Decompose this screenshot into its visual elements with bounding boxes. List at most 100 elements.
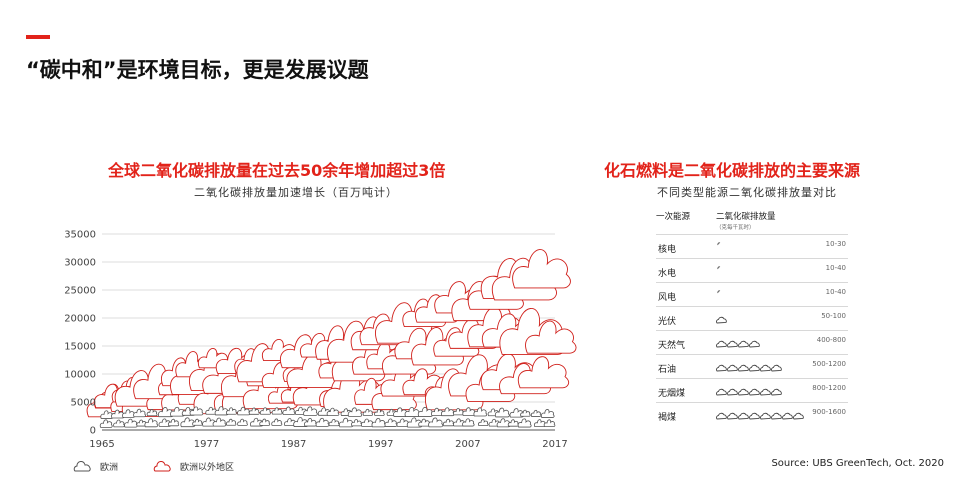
row-range: 10-30 (825, 240, 846, 248)
x-tick-label: 1987 (281, 439, 306, 450)
row-range: 800-1200 (812, 384, 846, 392)
table-row: 核电 10-30 (656, 234, 848, 258)
cloud-europe (338, 417, 354, 428)
cloud-icon (793, 412, 804, 420)
row-range: 900-1600 (812, 408, 846, 416)
cloud-rest (517, 356, 570, 389)
cloud-europe (146, 409, 158, 417)
cloud-icons (716, 412, 804, 420)
cloud-europe (540, 409, 555, 418)
cloud-europe (428, 417, 444, 428)
cloud-icon (760, 364, 771, 372)
cloud-europe (225, 418, 237, 426)
cloud-icon (749, 340, 760, 348)
x-tick-label: 2007 (455, 439, 480, 450)
cloud-icons (716, 340, 760, 348)
row-energy-label: 风电 (658, 293, 677, 303)
row-range: 50-100 (821, 312, 846, 320)
table-row: 天然气 400-800 (656, 330, 848, 354)
cloud-europe (212, 417, 227, 427)
cloud-icons (717, 242, 721, 246)
cloud-europe (520, 409, 531, 417)
table-header: 一次能源 二氧化碳排放量 （克每千瓦时） (656, 210, 848, 234)
legend-europe: 欧洲 (72, 460, 118, 473)
cloud-europe (315, 417, 330, 427)
cloud-europe (530, 409, 542, 417)
col-emission: 二氧化碳排放量 (716, 212, 776, 222)
energy-table: 一次能源 二氧化碳排放量 （克每千瓦时） 核电 10-30 水电 10-40 风电 10-… (656, 210, 848, 426)
cloud-icon (716, 316, 727, 324)
cloud-europe (113, 419, 125, 428)
cloud-icon (727, 340, 738, 348)
y-tick-label: 25000 (64, 286, 96, 297)
accent-bar (26, 35, 50, 39)
x-tick-label: 1965 (89, 439, 114, 450)
row-energy-label: 光伏 (658, 317, 677, 327)
cloud-icon (738, 412, 749, 420)
chart-clouds (86, 249, 577, 428)
cloud-europe (133, 408, 146, 418)
cloud-europe (442, 418, 455, 427)
cloud-icons (717, 290, 721, 294)
cloud-europe (304, 418, 317, 427)
x-tick-label: 2017 (542, 439, 567, 450)
cloud-europe (517, 418, 532, 428)
cloud-icons (716, 316, 727, 324)
cloud-europe (259, 418, 271, 426)
table-row: 石油 500-1200 (656, 354, 848, 378)
y-tick-label: 15000 (64, 342, 96, 353)
cloud-icon (717, 266, 721, 270)
x-tick-label: 1977 (194, 439, 219, 450)
cloud-rest (512, 249, 571, 289)
cloud-europe (494, 407, 510, 418)
table-subheading: 不同类型能源二氧化碳排放量对比 (657, 186, 837, 199)
row-range: 10-40 (825, 264, 846, 272)
cloud-europe (362, 408, 374, 416)
cloud-europe (347, 407, 363, 417)
cloud-icon (749, 412, 760, 420)
cloud-europe (124, 418, 138, 428)
cloud-europe (225, 407, 237, 415)
cloud-europe (473, 407, 488, 417)
table-row: 褐煤 900-1600 (656, 402, 848, 426)
cloud-europe (462, 418, 475, 427)
cloud-icons (716, 388, 782, 396)
cloud-icon (717, 242, 721, 246)
cloud-icon (716, 340, 727, 348)
cloud-europe (303, 406, 318, 416)
cloud-rest (525, 320, 577, 354)
cloud-europe (326, 407, 340, 417)
cloud-europe (167, 418, 180, 427)
source-note: Source: UBS GreenTech, Oct. 2020 (771, 458, 944, 469)
col-emission-note: （克每千瓦时） (716, 225, 755, 231)
cloud-europe (144, 418, 159, 428)
table-row: 无烟煤 800-1200 (656, 378, 848, 402)
y-tick-label: 35000 (64, 230, 96, 241)
cloud-icon (717, 290, 721, 294)
row-range: 400-800 (816, 336, 846, 344)
cloud-icon (760, 388, 771, 396)
row-energy-label: 天然气 (658, 341, 686, 351)
cloud-icons (717, 266, 721, 270)
y-tick-label: 0 (90, 426, 96, 437)
row-energy-label: 水电 (658, 269, 677, 279)
row-energy-label: 褐煤 (658, 413, 677, 423)
table-row: 光伏 50-100 (656, 306, 848, 330)
cloud-icon (727, 388, 738, 396)
cloud-gray-icon (73, 460, 91, 471)
cloud-icon (771, 364, 782, 372)
cloud-europe (282, 406, 296, 415)
y-tick-label: 5000 (71, 398, 96, 409)
legend-rest-label: 欧洲以外地区 (180, 463, 235, 473)
cloud-icon (727, 412, 738, 420)
row-range: 500-1200 (812, 360, 846, 368)
cloud-europe (478, 419, 489, 427)
cloud-europe (507, 419, 519, 427)
cloud-europe (259, 407, 272, 415)
cloud-icon (738, 364, 749, 372)
y-tick-label: 20000 (64, 314, 96, 325)
cloud-icons (716, 364, 782, 372)
x-tick-label: 1997 (368, 439, 393, 450)
cloud-icon (771, 388, 782, 396)
cloud-europe (374, 408, 385, 416)
